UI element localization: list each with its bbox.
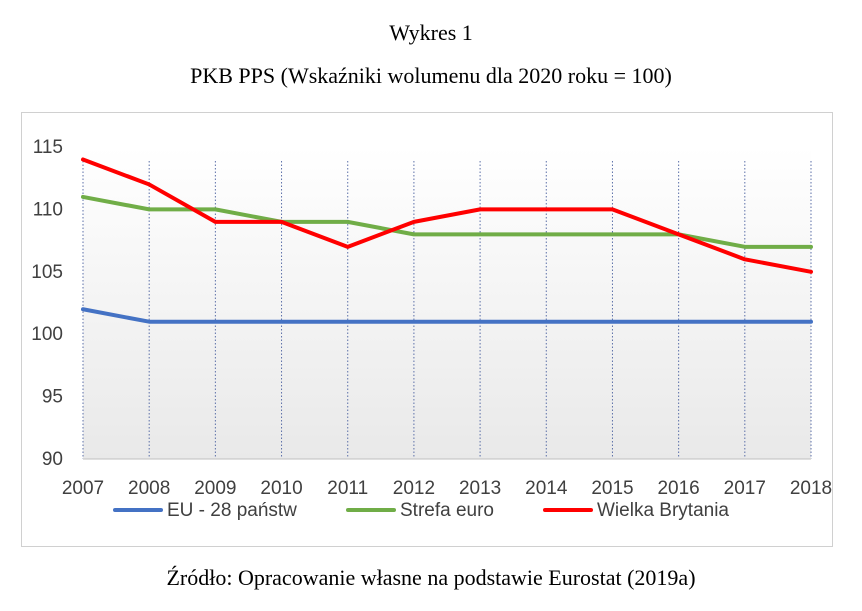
series-line-1 xyxy=(81,307,813,324)
data-point-s3-2007 xyxy=(81,157,85,161)
legend-label-3: Wielka Brytania xyxy=(597,500,729,521)
data-point-s1-2014 xyxy=(544,320,548,324)
x-tick-label: 2014 xyxy=(525,478,568,499)
data-point-s1-2015 xyxy=(610,320,614,324)
data-point-s2-2007 xyxy=(81,195,85,199)
data-point-s1-2013 xyxy=(478,320,482,324)
x-tick-label: 2008 xyxy=(128,478,170,499)
data-point-s2-2017 xyxy=(743,245,747,249)
x-tick-label: 2013 xyxy=(459,478,501,499)
data-point-s1-2007 xyxy=(81,307,85,311)
data-point-s3-2014 xyxy=(544,207,548,211)
data-point-s3-2017 xyxy=(743,257,747,261)
data-point-s2-2011 xyxy=(346,220,350,224)
data-point-s1-2018 xyxy=(809,320,813,324)
plot-background xyxy=(83,147,811,459)
x-tick-label: 2017 xyxy=(724,478,766,499)
data-point-s2-2015 xyxy=(610,232,614,236)
data-point-s3-2008 xyxy=(147,182,151,186)
x-tick-label: 2011 xyxy=(327,478,368,499)
data-point-s2-2008 xyxy=(147,207,151,211)
data-point-s3-2016 xyxy=(677,232,681,236)
x-tick-label: 2012 xyxy=(393,478,435,499)
data-point-s1-2017 xyxy=(743,320,747,324)
data-point-s3-2013 xyxy=(478,207,482,211)
y-tick-label: 100 xyxy=(31,324,63,345)
line-chart: 90 95 100 105 110 115 2007 2008 2009 2010 2011 201… xyxy=(31,137,832,521)
legend-label-2: Strefa euro xyxy=(400,500,494,521)
x-tick-label: 2009 xyxy=(194,478,236,499)
chart-area: 90 95 100 105 110 115 2007 2008 2009 2010 2011 201… xyxy=(21,112,833,547)
data-point-s3-2012 xyxy=(412,220,416,224)
data-point-s2-2012 xyxy=(412,232,416,236)
y-tick-label: 110 xyxy=(33,199,63,220)
figure-label: Wykres 1 xyxy=(389,20,473,45)
data-point-s1-2012 xyxy=(412,320,416,324)
data-point-s2-2009 xyxy=(213,207,217,211)
y-tick-label: 105 xyxy=(31,262,63,283)
y-tick-label: 95 xyxy=(42,387,63,408)
data-point-s2-2014 xyxy=(544,232,548,236)
data-point-s3-2015 xyxy=(610,207,614,211)
data-point-s2-2013 xyxy=(478,232,482,236)
y-tick-label: 115 xyxy=(33,137,63,158)
data-point-s1-2011 xyxy=(346,320,350,324)
data-point-s3-2009 xyxy=(213,220,217,224)
data-point-s1-2010 xyxy=(280,320,284,324)
source-note: Źródło: Opracowanie własne na podstawie … xyxy=(166,565,696,590)
data-point-s3-2010 xyxy=(280,220,284,224)
data-point-s1-2009 xyxy=(213,320,217,324)
chart-title: PKB PPS (Wskaźniki wolumenu dla 2020 rok… xyxy=(190,63,672,88)
x-tick-label: 2007 xyxy=(62,478,104,499)
x-tick-label: 2016 xyxy=(657,478,699,499)
x-tick-label: 2018 xyxy=(790,478,832,499)
x-tick-label: 2015 xyxy=(591,478,633,499)
x-tick-label: 2010 xyxy=(260,478,302,499)
data-point-s3-2018 xyxy=(809,270,813,274)
y-tick-label: 90 xyxy=(42,449,63,470)
series-line-3 xyxy=(81,157,813,274)
data-point-s1-2016 xyxy=(677,320,681,324)
data-point-s3-2011 xyxy=(346,245,350,249)
data-point-s2-2018 xyxy=(809,245,813,249)
legend-label-1: EU - 28 państw xyxy=(167,500,297,521)
data-point-s1-2008 xyxy=(147,320,151,324)
